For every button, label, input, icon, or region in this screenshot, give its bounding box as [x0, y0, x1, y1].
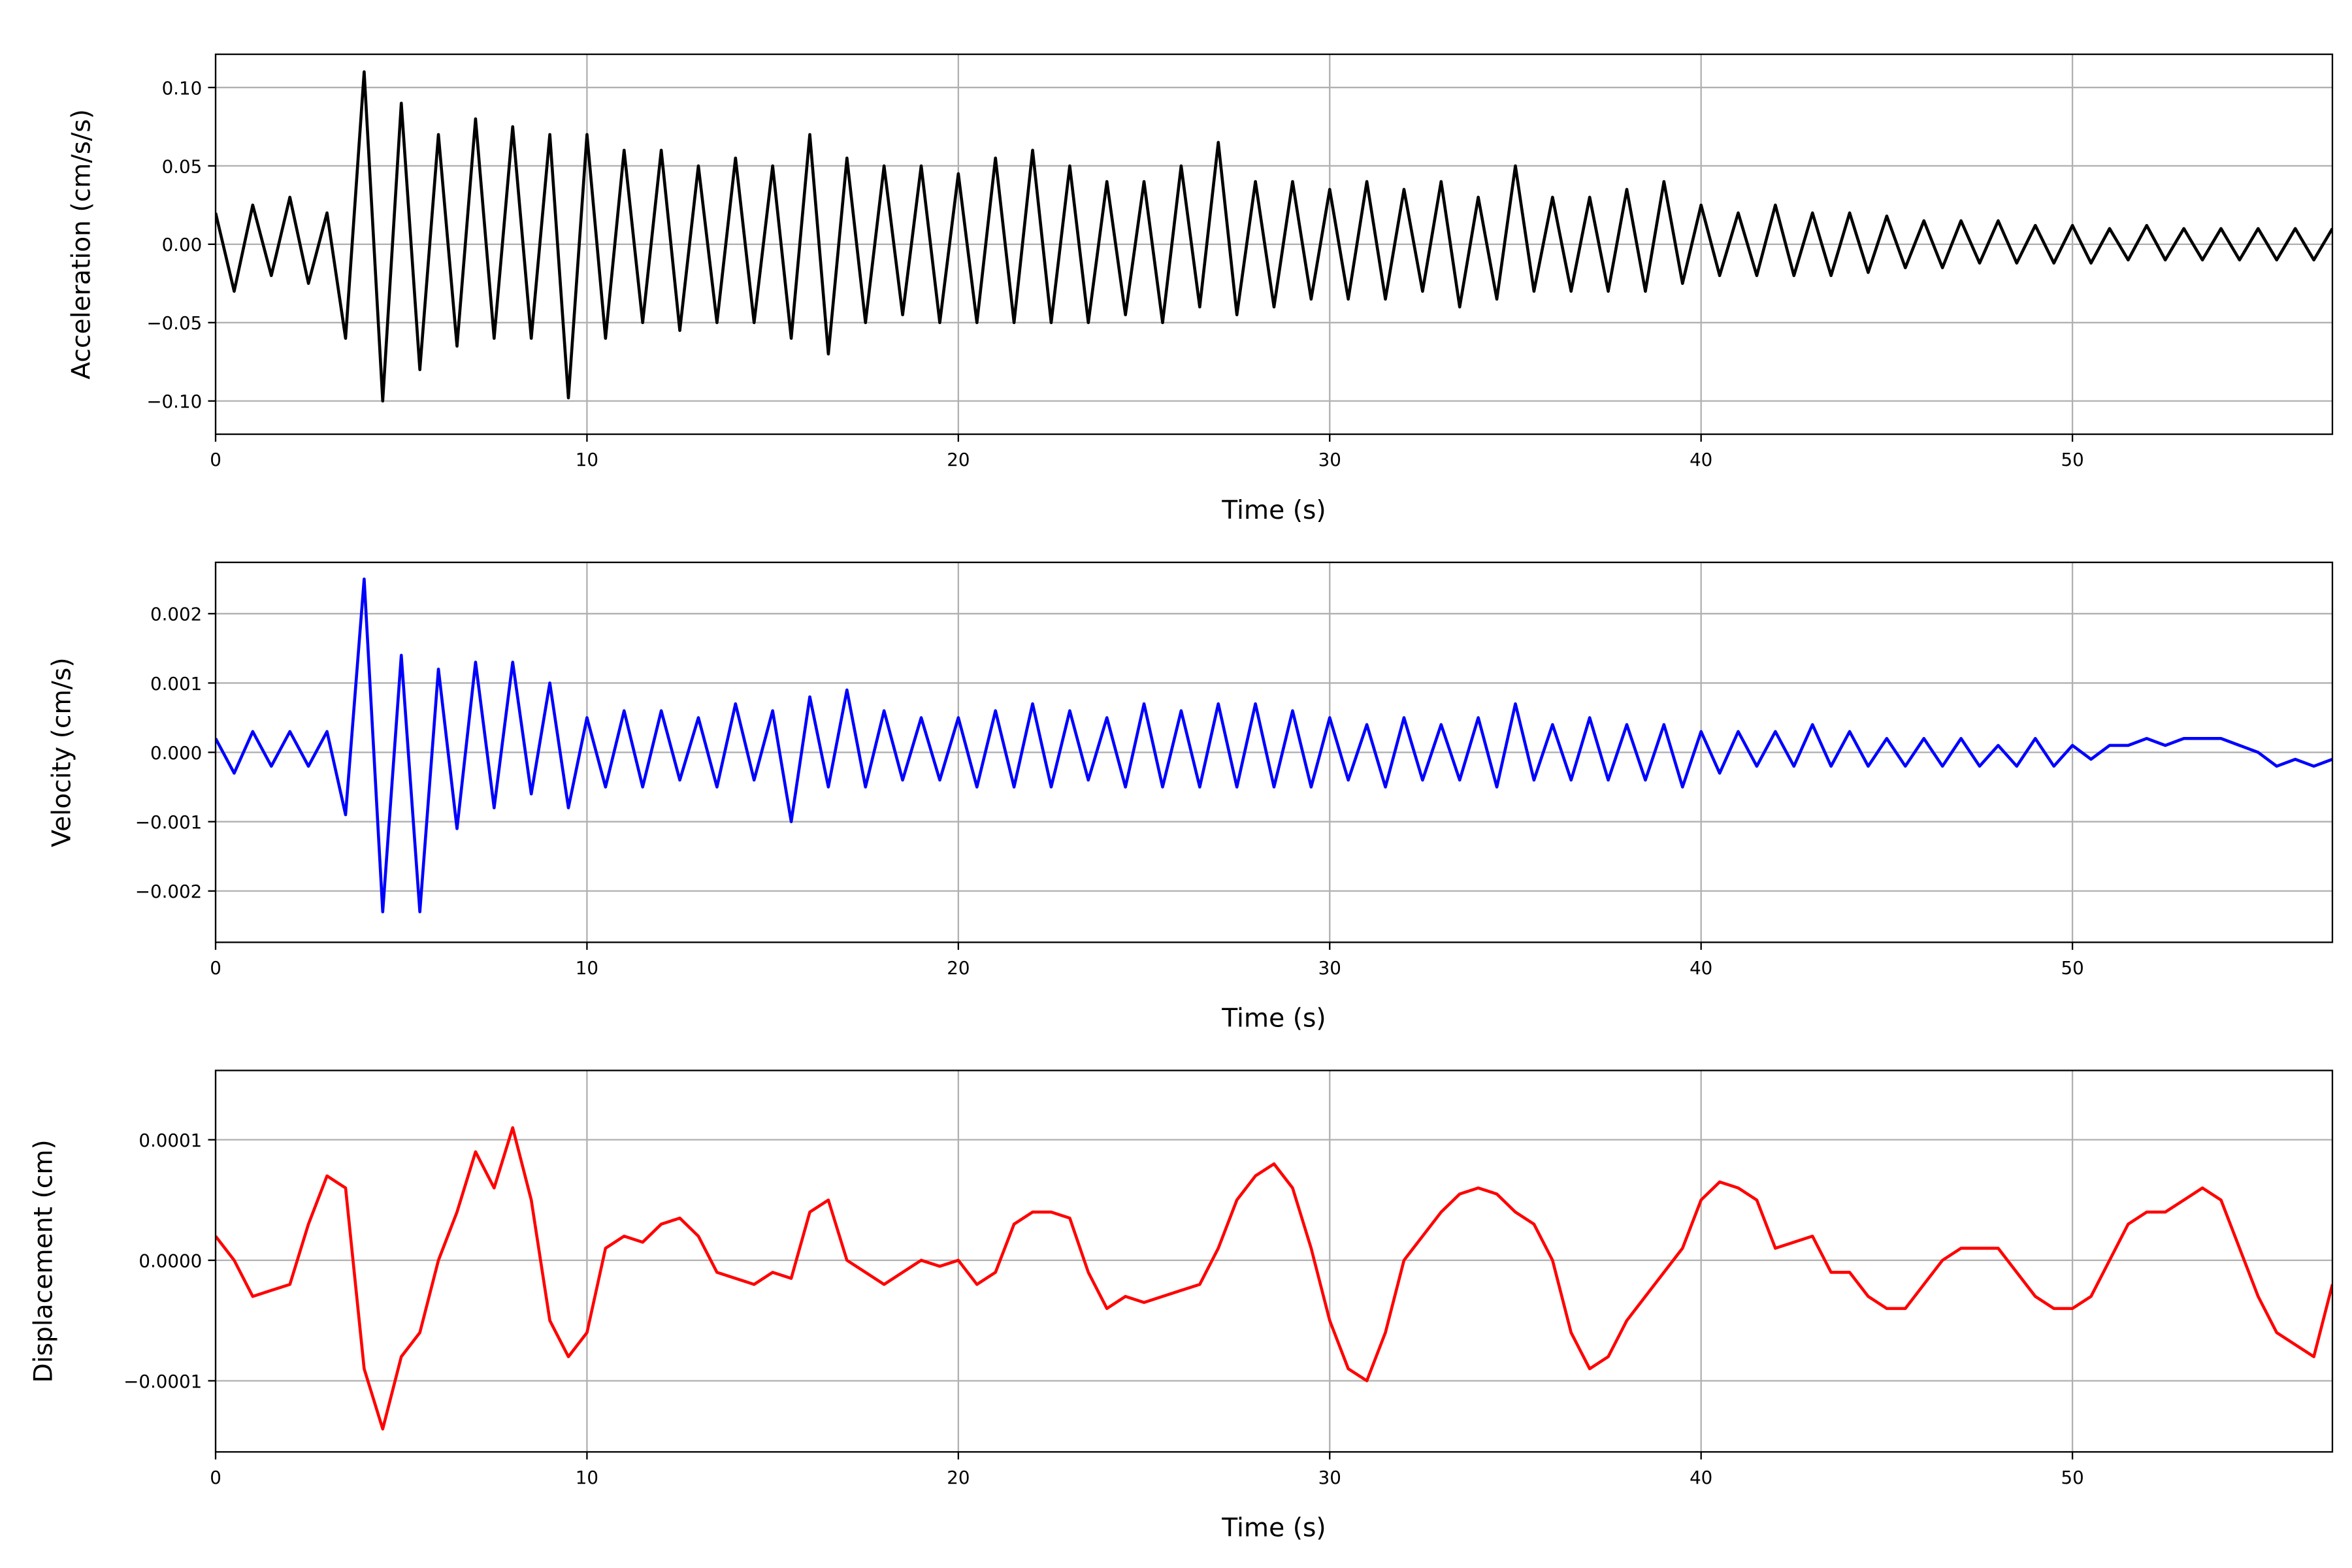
data-line [215, 577, 2332, 913]
subplot: 0 10 20 30 40 50 −0.10 −0.05 0.00 0.05 0.10 Time (s… [67, 53, 2334, 525]
axes-frame [214, 561, 2334, 943]
x-tick-label: 50 [2061, 1467, 2083, 1488]
x-tick-label: 20 [947, 449, 970, 470]
x-tick-label: 40 [1690, 449, 1712, 470]
x-tick-label: 30 [1318, 957, 1341, 979]
x-tick-label: 40 [1690, 1467, 1712, 1488]
x-tick-label: 20 [947, 957, 970, 979]
y-tick-label: 0.0000 [139, 1250, 202, 1271]
x-tick-label: 10 [576, 1467, 598, 1488]
y-tick-label: 0.00 [162, 234, 203, 255]
x-tick-label: 50 [2061, 449, 2083, 470]
y-tick-label: 0.001 [150, 673, 202, 694]
y-tick-label: 0.05 [162, 155, 203, 177]
y-tick-label: −0.001 [135, 811, 202, 833]
plot-area [215, 577, 2332, 913]
x-axis-label: Time (s) [1221, 1004, 1326, 1034]
y-tick-label: −0.002 [135, 881, 202, 902]
axes-frame [214, 53, 2334, 435]
y-tick-label: 0.000 [150, 742, 202, 764]
subplot: 0 10 20 30 40 50 −0.002 −0.001 0.000 0.001 0.002 Ti… [47, 561, 2334, 1034]
axes-frame [214, 1070, 2334, 1453]
x-tick-label: 20 [947, 1467, 970, 1488]
x-tick-label: 30 [1318, 449, 1341, 470]
x-tick-label: 30 [1318, 1467, 1341, 1488]
x-axis-label: Time (s) [1221, 496, 1326, 525]
y-tick-label: −0.05 [146, 312, 202, 334]
y-axis-label: Acceleration (cm/s/s) [67, 109, 96, 380]
data-line [215, 70, 2332, 403]
x-tick-label: 40 [1690, 957, 1712, 979]
subplot: 0 10 20 30 40 50 −0.0001 0.0000 0.0001 Time (s) Di… [29, 1070, 2334, 1543]
y-axis-label: Displacement (cm) [29, 1139, 59, 1382]
plot-area [215, 1126, 2332, 1431]
x-tick-label: 50 [2061, 957, 2083, 979]
y-tick-label: −0.0001 [123, 1371, 202, 1392]
y-tick-label: −0.10 [146, 391, 202, 412]
x-axis-label: Time (s) [1221, 1514, 1326, 1543]
x-tick-label: 0 [210, 957, 221, 979]
data-line [215, 1126, 2332, 1431]
plot-area [215, 70, 2332, 403]
y-tick-label: 0.002 [150, 604, 202, 625]
y-axis-label: Velocity (cm/s) [47, 657, 76, 847]
x-tick-label: 0 [210, 449, 221, 470]
x-tick-label: 10 [576, 957, 598, 979]
y-tick-label: 0.0001 [139, 1130, 202, 1151]
x-tick-label: 0 [210, 1467, 221, 1488]
y-tick-label: 0.10 [162, 77, 203, 99]
x-tick-label: 10 [576, 449, 598, 470]
